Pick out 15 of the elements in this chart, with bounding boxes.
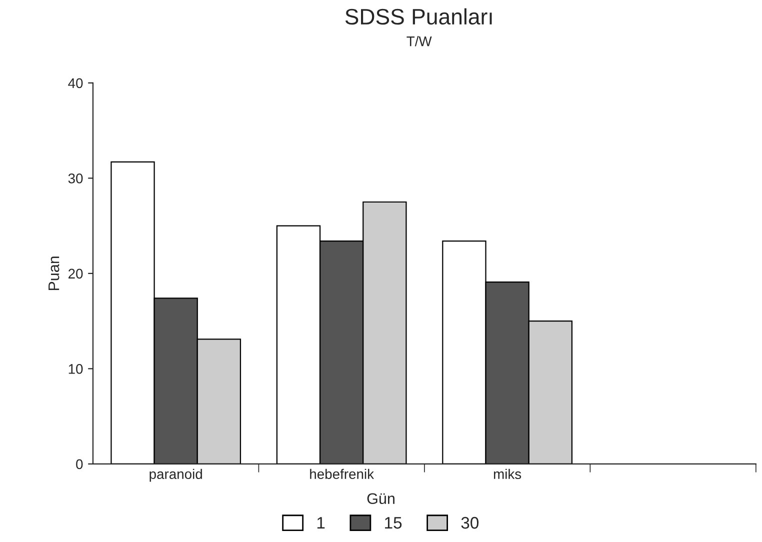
chart-subtitle: T/W — [406, 36, 432, 46]
legend-label: 30 — [461, 516, 479, 529]
y-tick-label: 0 — [76, 459, 83, 470]
y-tick-label: 30 — [68, 174, 83, 184]
y-axis-title: Puan — [48, 256, 60, 290]
x-tick-label: miks — [494, 468, 522, 480]
y-tick-label: 10 — [68, 364, 83, 374]
legend-title: Gün — [367, 493, 394, 504]
x-tick-label: paranoid — [150, 468, 202, 482]
legend-label: 15 — [385, 517, 402, 529]
y-tick-label: 40 — [68, 78, 83, 88]
x-tick-label: hebefrenik — [310, 468, 374, 480]
y-tick-label: 20 — [68, 268, 83, 279]
chart-title: SDSS Puanları — [345, 8, 492, 25]
legend-label: 1 — [317, 517, 325, 529]
